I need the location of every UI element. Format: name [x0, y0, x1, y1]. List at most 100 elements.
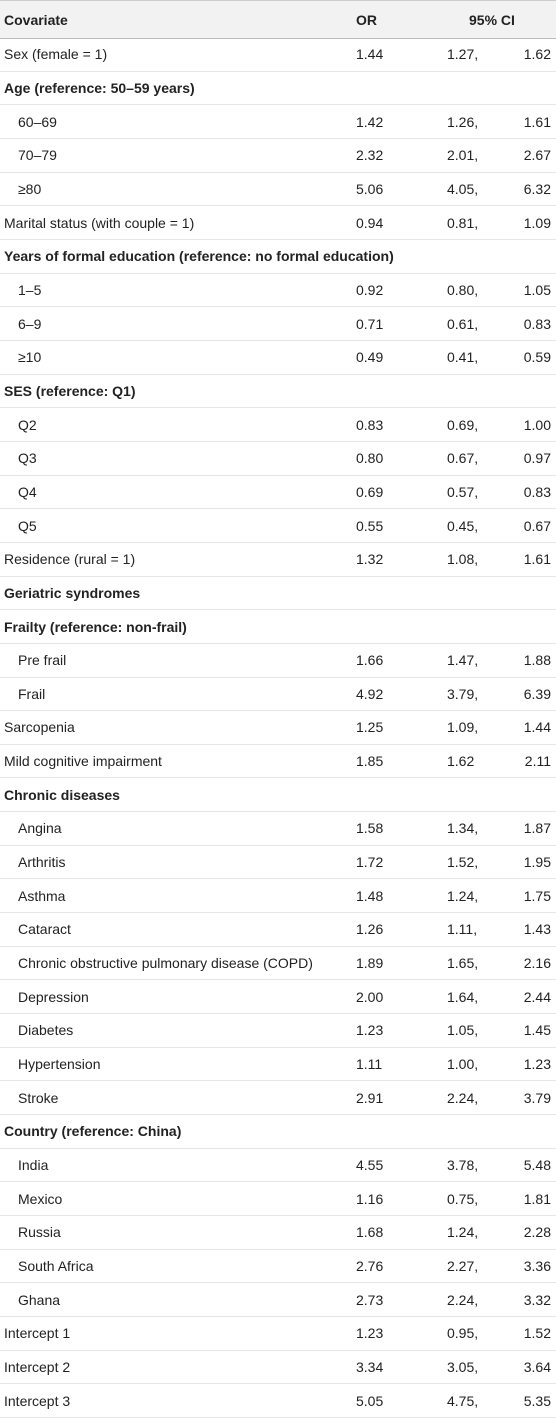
table-row: Mild cognitive impairment 1.85 1.62 2.11 — [0, 745, 556, 779]
ci-lower: 0.67, — [447, 450, 479, 467]
ci-lower: 1.47, — [447, 652, 479, 669]
table-row: ≥80 5.06 4.05, 6.32 — [0, 173, 556, 207]
table-row: Arthritis 1.72 1.52, 1.95 — [0, 846, 556, 880]
ci-upper: 2.28 — [523, 1224, 551, 1241]
table-row: India 4.55 3.78, 5.48 — [0, 1149, 556, 1183]
table-row: Chronic obstructive pulmonary disease (C… — [0, 947, 556, 981]
ci-lower: 0.75, — [447, 1190, 479, 1207]
ci-upper: 0.67 — [523, 517, 551, 534]
table-row: Q4 0.69 0.57, 0.83 — [0, 476, 556, 510]
or-value: 0.83 — [356, 416, 384, 433]
section-heading: Country (reference: China) — [4, 1123, 182, 1140]
or-value: 1.26 — [356, 921, 384, 938]
ci-lower: 1.08, — [447, 551, 479, 568]
covariate-label: Hypertension — [18, 1056, 101, 1073]
header-cell: OR — [356, 11, 377, 28]
ci-lower: 1.52, — [447, 854, 479, 871]
ci-upper: 0.83 — [523, 483, 551, 500]
ci-lower: 2.24, — [447, 1089, 479, 1106]
table-row: Intercept 3 5.05 4.75, 5.35 — [0, 1384, 556, 1418]
ci-upper: 1.75 — [523, 887, 551, 904]
table-row: 60–69 1.42 1.26, 1.61 — [0, 105, 556, 139]
ci-lower: 1.05, — [447, 1022, 479, 1039]
ci-upper: 1.44 — [523, 719, 551, 736]
or-value: 2.00 — [356, 988, 384, 1005]
or-value: 3.34 — [356, 1359, 384, 1375]
or-value: 1.25 — [356, 719, 384, 736]
ci-lower: 0.41, — [447, 349, 479, 366]
ci-upper: 1.00 — [523, 416, 551, 433]
covariate-label: Russia — [18, 1224, 61, 1241]
table-row: Intercept 2 3.34 3.05, 3.64 — [0, 1351, 556, 1385]
covariate-label: 1–5 — [18, 281, 42, 298]
ci-lower: 2.27, — [447, 1258, 479, 1275]
table-row: Frail 4.92 3.79, 6.39 — [0, 678, 556, 712]
table-row: 6–9 0.71 0.61, 0.83 — [0, 307, 556, 341]
ci-lower: 1.11, — [447, 921, 478, 938]
or-value: 1.16 — [356, 1190, 384, 1207]
covariate-label: Residence (rural = 1) — [4, 551, 136, 568]
ci-upper: 1.05 — [523, 281, 551, 298]
ci-lower: 4.05, — [447, 180, 479, 197]
or-value: 0.69 — [356, 483, 384, 500]
ci-upper: 0.97 — [523, 450, 551, 467]
or-value: 1.48 — [356, 887, 384, 904]
ci-upper: 3.36 — [523, 1258, 551, 1275]
table-row: Cataract 1.26 1.11, 1.43 — [0, 913, 556, 947]
or-value: 0.80 — [356, 450, 384, 467]
or-value: 1.66 — [356, 652, 384, 669]
or-value: 2.91 — [356, 1089, 384, 1106]
ci-upper: 3.32 — [523, 1291, 551, 1308]
table-row: Country (reference: China) — [0, 1115, 556, 1149]
covariate-label: Frail — [18, 685, 46, 702]
table-row: Q5 0.55 0.45, 0.67 — [0, 509, 556, 543]
covariate-label: Arthritis — [18, 854, 66, 871]
or-value: 0.71 — [356, 315, 384, 332]
table-row: Sarcopenia 1.25 1.09, 1.44 — [0, 711, 556, 745]
ci-lower: 1.64, — [447, 988, 479, 1005]
or-value: 4.92 — [356, 685, 384, 702]
ci-upper: 1.61 — [523, 113, 551, 130]
table-row: Q3 0.80 0.67, 0.97 — [0, 442, 556, 476]
section-heading: Frailty (reference: non-frail) — [4, 618, 187, 635]
ci-lower: 0.57, — [447, 483, 479, 500]
ci-lower: 2.01, — [447, 147, 479, 164]
covariate-label: Ghana — [18, 1291, 61, 1308]
section-heading: Years of formal education (reference: no… — [4, 248, 394, 265]
covariate-label: 60–69 — [18, 113, 57, 130]
header-cell: 95% CI — [469, 11, 515, 28]
or-value: 0.92 — [356, 281, 384, 298]
covariate-label: Intercept 1 — [4, 1325, 71, 1342]
table-row: Diabetes 1.23 1.05, 1.45 — [0, 1014, 556, 1048]
ci-lower: 1.65, — [447, 955, 479, 972]
ci-upper: 5.35 — [523, 1392, 551, 1409]
ci-lower: 0.80, — [447, 281, 479, 298]
table-row: Intercept 1 1.23 0.95, 1.52 — [0, 1317, 556, 1351]
covariate-label: India — [18, 1157, 49, 1174]
table-row: Sex (female = 1) 1.44 1.27, 1.62 — [0, 38, 556, 72]
covariate-label: Pre frail — [18, 652, 67, 669]
table-row: Russia 1.68 1.24, 2.28 — [0, 1216, 556, 1250]
or-value: 1.68 — [356, 1224, 384, 1241]
ci-lower: 0.61, — [447, 315, 479, 332]
ci-upper: 5.48 — [523, 1157, 551, 1174]
table-row: Depression 2.00 1.64, 2.44 — [0, 980, 556, 1015]
or-value: 2.76 — [356, 1258, 384, 1275]
ci-upper: 6.39 — [523, 685, 551, 702]
covariate-label: ≥80 — [18, 180, 42, 197]
table-row: Frailty (reference: non-frail) — [0, 610, 556, 644]
covariate-label: Cataract — [18, 921, 71, 938]
or-value: 2.73 — [356, 1291, 384, 1308]
ci-upper: 1.45 — [523, 1022, 551, 1039]
table-row: 1–5 0.92 0.80, 1.05 — [0, 274, 556, 308]
ci-lower: 1.27, — [447, 46, 479, 63]
covariate-label: Stroke — [18, 1089, 59, 1106]
table-row: Ghana 2.73 2.24, 3.32 — [0, 1283, 556, 1318]
ci-upper: 1.62 — [523, 46, 551, 63]
table-row: Years of formal education (reference: no… — [0, 240, 556, 274]
table-row: Pre frail 1.66 1.47, 1.88 — [0, 644, 556, 678]
ci-lower: 4.75, — [447, 1392, 479, 1409]
covariate-label: Sarcopenia — [4, 719, 75, 736]
or-value: 1.72 — [356, 854, 384, 871]
ci-lower: 0.95, — [447, 1325, 479, 1342]
